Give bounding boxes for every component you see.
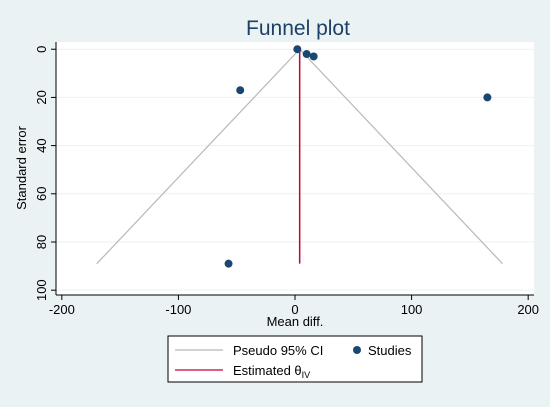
y-tick-label: 80 — [34, 235, 49, 249]
data-series — [96, 45, 503, 268]
legend-estimate-label: Estimated θIV — [233, 363, 310, 380]
x-tick-label: 0 — [291, 302, 298, 317]
chart-title: Funnel plot — [246, 17, 350, 40]
legend-estimate-text: Estimated θ — [233, 363, 302, 378]
legend-studies-marker — [353, 346, 361, 354]
y-tick-label: 20 — [34, 90, 49, 104]
legend-estimate-subscript: IV — [302, 370, 311, 380]
x-axis-label: Mean diff. — [267, 314, 324, 329]
legend-ci-label: Pseudo 95% CI — [233, 343, 323, 358]
y-tick-label: 100 — [34, 279, 49, 301]
x-tick-label: -200 — [49, 302, 75, 317]
plot-area — [56, 42, 534, 295]
legend-box — [167, 335, 423, 383]
study-point — [483, 93, 492, 102]
study-point — [302, 50, 311, 59]
legend: Pseudo 95% CI Studies Estimated θIV — [167, 335, 423, 383]
y-tick-label: 40 — [34, 138, 49, 152]
gridlines — [56, 48, 534, 291]
study-point — [309, 52, 318, 61]
study-point — [236, 86, 245, 95]
study-point — [224, 259, 233, 268]
x-tick-label: 100 — [401, 302, 423, 317]
x-tick-label: -100 — [165, 302, 191, 317]
x-tick-label: 200 — [517, 302, 539, 317]
y-axis-label: Standard error — [14, 125, 29, 209]
legend-studies-label: Studies — [368, 343, 412, 358]
y-tick-label: 60 — [34, 187, 49, 201]
y-tick-label: 0 — [34, 46, 49, 53]
study-point — [293, 45, 302, 54]
